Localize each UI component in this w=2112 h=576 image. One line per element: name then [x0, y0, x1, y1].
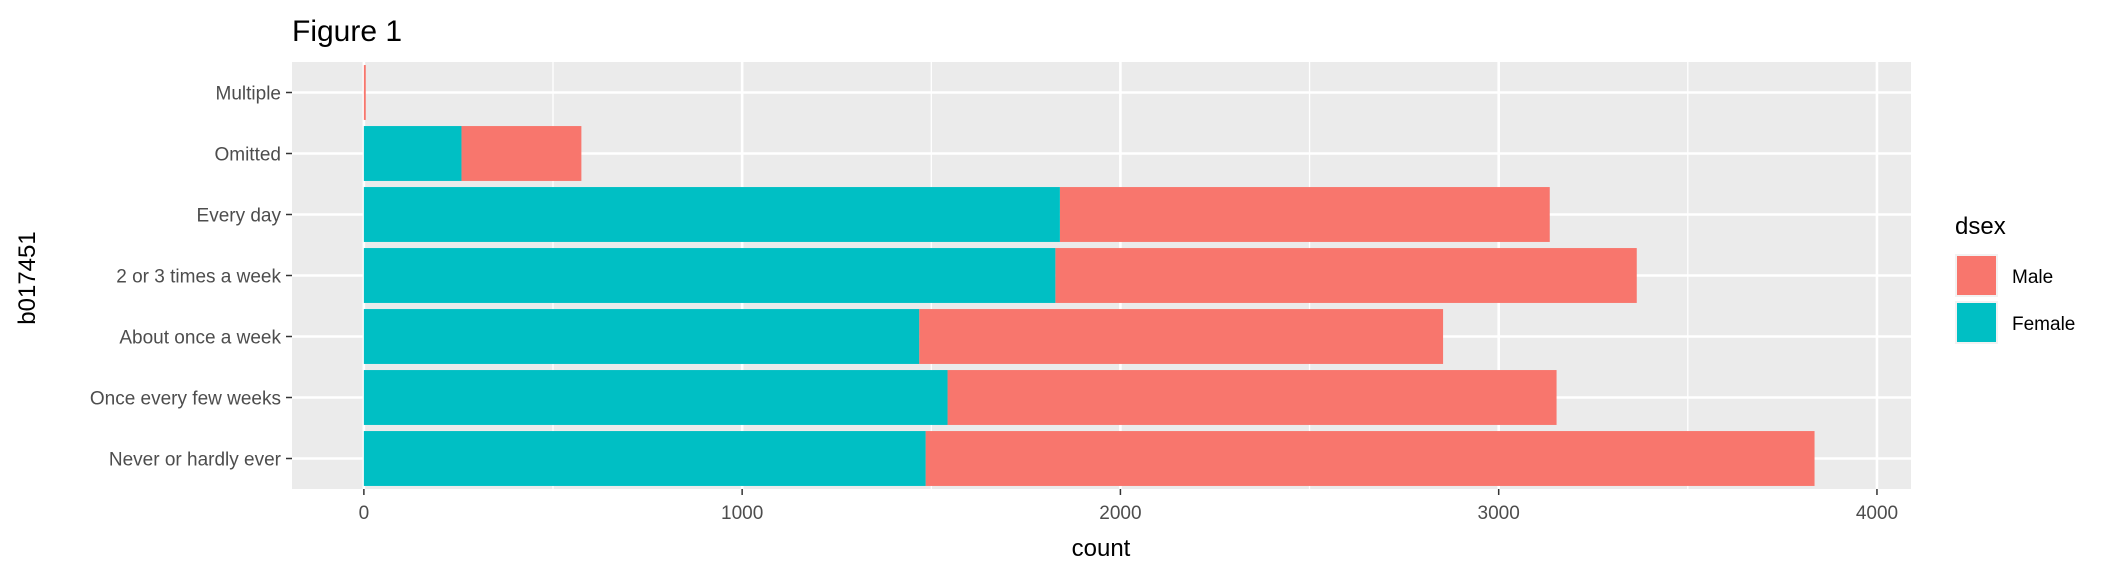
legend-label: Female — [2012, 314, 2075, 335]
x-tick-label: 1000 — [721, 503, 763, 524]
y-tick-label: Omitted — [214, 145, 281, 166]
chart-title: Figure 1 — [292, 15, 402, 48]
y-axis: Never or hardly ever Once every few weeks… — [90, 84, 292, 471]
legend-label: Male — [2012, 267, 2053, 288]
bar-male — [947, 370, 1557, 425]
x-tick-label: 4000 — [1856, 503, 1898, 524]
x-tick-label: 3000 — [1478, 503, 1520, 524]
legend-key — [1957, 256, 1996, 295]
y-tick-label: Once every few weeks — [90, 389, 281, 410]
bar-female — [363, 126, 462, 181]
bar-female — [363, 187, 1060, 242]
bar-male — [363, 65, 366, 120]
y-tick-label: About once a week — [119, 328, 281, 349]
y-tick-label: Every day — [197, 206, 282, 227]
bar-male — [919, 309, 1444, 364]
bar-male — [1055, 248, 1637, 303]
y-tick-label: Multiple — [216, 84, 281, 105]
bar-female — [363, 370, 948, 425]
bar-male — [925, 431, 1815, 486]
legend-title: dsex — [1955, 213, 2006, 240]
y-axis-title: b017451 — [14, 231, 41, 324]
x-tick-label: 2000 — [1099, 503, 1141, 524]
legend: dsex Male Female — [1955, 213, 2075, 344]
bars — [363, 65, 1815, 486]
bar-male — [1059, 187, 1550, 242]
y-tick-label: Never or hardly ever — [109, 450, 282, 471]
bar-female — [363, 431, 926, 486]
bar-female — [363, 309, 920, 364]
x-axis: 0 1000 2000 3000 4000 — [359, 489, 1898, 524]
x-tick-label: 0 — [359, 503, 370, 524]
legend-key — [1957, 303, 1996, 342]
bar-male — [461, 126, 582, 181]
bar-female — [363, 248, 1056, 303]
y-tick-label: 2 or 3 times a week — [116, 267, 281, 288]
x-axis-title: count — [1072, 535, 1131, 562]
